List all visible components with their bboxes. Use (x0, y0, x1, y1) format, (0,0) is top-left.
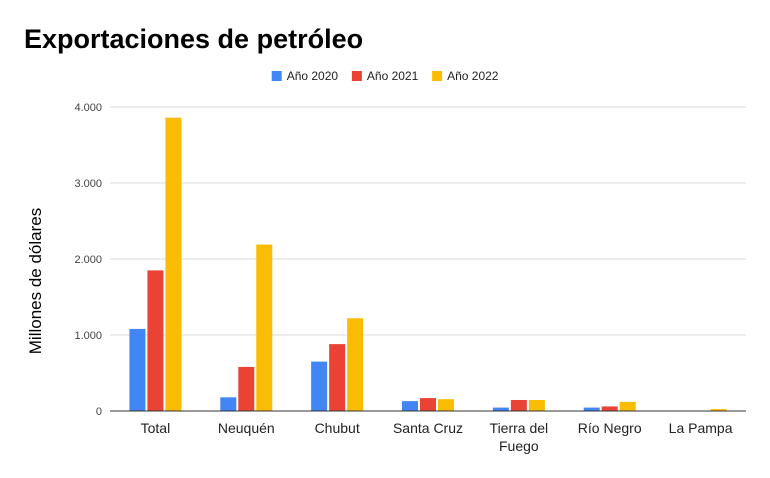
bar (528, 399, 545, 411)
bar (220, 397, 237, 411)
bars (129, 117, 727, 411)
bar (492, 407, 509, 411)
bar (710, 409, 727, 411)
y-tick-label: 0 (96, 406, 102, 418)
bar (147, 270, 164, 411)
x-axis-ticks: Total Neuquén Chubut Santa Cruz Tierra del Fu… (141, 420, 733, 454)
x-tick-label: Neuquén (218, 420, 275, 436)
bar (256, 244, 273, 411)
legend: Año 2020 Año 2021 Año 2022 (271, 69, 499, 83)
legend-label: Año 2021 (367, 69, 419, 83)
x-tick-label: Tierra del Fuego (490, 420, 549, 454)
y-tick-label: 4.000 (74, 102, 102, 114)
bar (510, 399, 527, 411)
legend-swatch (271, 71, 282, 81)
chart-title: Exportaciones de petróleo (24, 24, 363, 54)
bar (583, 407, 600, 411)
gridlines (110, 106, 746, 336)
y-axis-label: Millones de dólares (26, 208, 45, 354)
x-tick-label: Santa Cruz (393, 420, 463, 436)
bar (438, 399, 454, 411)
y-tick-label: 3.000 (74, 178, 102, 190)
legend-swatch (432, 71, 443, 81)
bar (619, 401, 636, 411)
bar (311, 361, 328, 411)
bar (402, 401, 418, 411)
y-axis-ticks: 0 1.000 2.000 3.000 4.000 (74, 102, 102, 418)
bar (347, 318, 364, 411)
x-tick-label: Total (141, 420, 171, 436)
x-tick-label: Chubut (315, 420, 360, 436)
bar (329, 344, 346, 411)
x-tick-label: La Pampa (669, 420, 733, 436)
bar (165, 117, 182, 411)
y-tick-label: 2.000 (74, 254, 102, 266)
legend-label: Año 2020 (287, 69, 339, 83)
legend-swatch (351, 71, 362, 81)
bar (420, 398, 436, 411)
y-tick-label: 1.000 (74, 330, 102, 342)
x-tick-label: Río Negro (578, 420, 642, 436)
bar (601, 406, 618, 411)
legend-label: Año 2022 (447, 69, 499, 83)
bar (238, 366, 255, 411)
bar (129, 328, 146, 411)
